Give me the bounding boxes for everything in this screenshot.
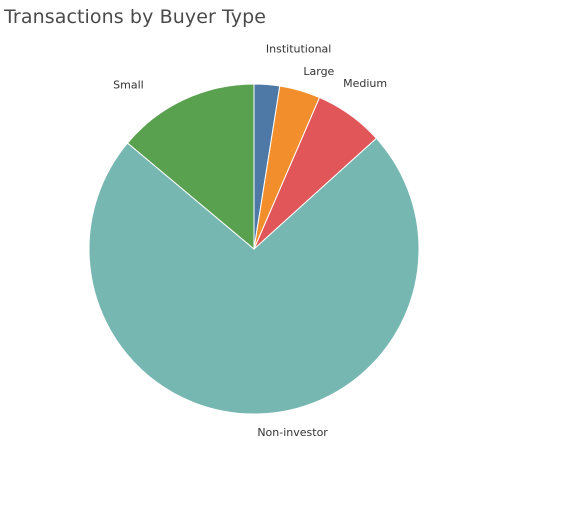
pie-label-medium: Medium <box>343 77 387 90</box>
pie-label-small: Small <box>113 79 144 92</box>
pie-label-institutional: Institutional <box>266 43 331 56</box>
pie-label-non-investor: Non-investor <box>257 426 328 439</box>
chart-title: Transactions by Buyer Type <box>4 6 267 28</box>
pie-slices <box>88 83 420 415</box>
pie-slice-small[interactable] <box>126 83 255 251</box>
pie-slice-non-investor[interactable] <box>88 137 420 415</box>
pie-labels: Institutional Large Medium Non-investor Smal… <box>113 43 387 439</box>
pie-label-large: Large <box>303 65 334 78</box>
